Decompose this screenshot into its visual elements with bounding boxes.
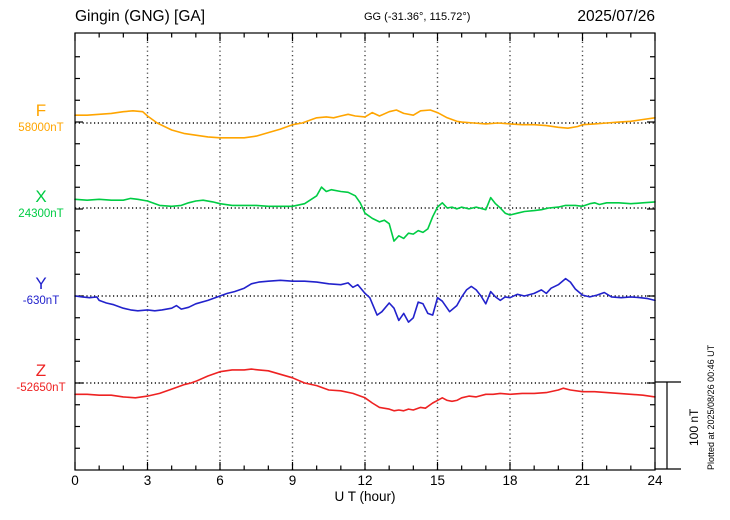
channel-letter-x: X — [35, 187, 47, 206]
channel-label-f: F 58000nT — [10, 101, 72, 135]
trace-X — [74, 186, 656, 242]
x-tick-label: 9 — [288, 473, 297, 488]
channel-baseline-x: 24300nT — [18, 208, 64, 220]
x-tick-label: 18 — [502, 473, 518, 488]
x-axis-tick-labels: 0 3 6 9 12 15 18 21 24 — [0, 473, 730, 491]
station-coordinates: GG (-31.36°, 115.72°) — [364, 11, 471, 23]
trace-Y — [74, 277, 656, 323]
channel-letter-f: F — [35, 101, 47, 120]
channel-label-x: X 24300nT — [10, 187, 72, 221]
channel-baseline-y: -630nT — [22, 295, 60, 307]
trace-Z — [74, 368, 656, 412]
x-tick-label: 15 — [429, 473, 446, 488]
plot-timestamp-note: Plotted at 2025/08/26 00:46 UT — [706, 344, 716, 470]
channel-letter-z: Z — [35, 361, 47, 380]
plot-frame — [74, 32, 656, 471]
scale-bar-label: 100 nT — [687, 408, 701, 446]
trace-F — [74, 109, 656, 139]
channel-baseline-z: -52650nT — [16, 382, 66, 394]
station-title: Gingin (GNG) [GA] — [75, 8, 206, 25]
channel-label-z: Z -52650nT — [10, 361, 72, 395]
x-axis-label: U T (hour) — [334, 489, 396, 504]
x-tick-label: 6 — [216, 473, 224, 488]
channel-letter-y: Y — [35, 274, 47, 293]
x-tick-label: 12 — [357, 473, 373, 488]
channel-baseline-f: 58000nT — [18, 122, 64, 134]
x-tick-label: 3 — [143, 473, 152, 488]
x-tick-label: 0 — [71, 473, 79, 488]
plot-date: 2025/07/26 — [577, 8, 655, 25]
x-tick-label: 24 — [647, 473, 663, 488]
x-tick-label: 21 — [574, 473, 591, 488]
channel-label-y: Y -630nT — [10, 274, 72, 308]
